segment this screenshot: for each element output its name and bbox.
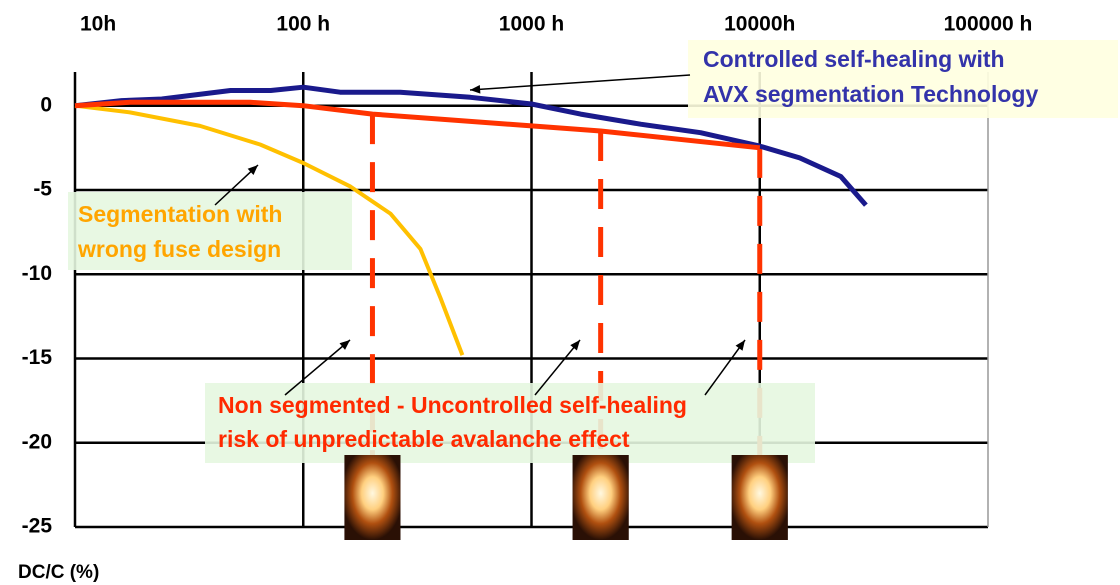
- annotation-box: [68, 192, 352, 270]
- series-line: [74, 84, 868, 207]
- explosion-glow: [572, 455, 629, 540]
- arrow-head: [570, 340, 580, 351]
- arrow-head: [470, 85, 481, 94]
- arrow-head: [735, 340, 745, 351]
- x-tick-label: 1000 h: [499, 13, 564, 36]
- x-tick-label: 100 h: [276, 13, 330, 36]
- y-tick-label: 0: [40, 93, 52, 116]
- annotation-text: AVX segmentation Technology: [703, 81, 1038, 107]
- annotation-arrow: [704, 339, 746, 396]
- y-axis-label: DC/C (%): [18, 562, 99, 583]
- arrow-head: [339, 340, 350, 350]
- explosion-glow: [344, 455, 401, 540]
- annotation-box: [688, 40, 1118, 118]
- series-line: [74, 99, 761, 151]
- x-tick-label: 10h: [80, 13, 116, 36]
- annotation-text: Segmentation with: [78, 201, 282, 227]
- x-tick-label: 10000h: [724, 13, 795, 36]
- arrow-head: [247, 165, 258, 176]
- annotation-text: Non segmented - Uncontrolled self-healin…: [218, 392, 687, 418]
- annotation-arrow: [469, 74, 691, 91]
- series-line: [74, 103, 465, 356]
- annotation-box: [205, 383, 815, 463]
- x-tick-label: 100000 h: [944, 13, 1033, 36]
- y-tick-label: -5: [33, 178, 52, 201]
- y-tick-label: -10: [22, 262, 52, 285]
- annotation-text: Controlled self-healing with: [703, 46, 1005, 72]
- annotation-text: wrong fuse design: [77, 236, 281, 262]
- explosion-glow: [731, 455, 788, 540]
- annotation-arrow: [284, 339, 351, 396]
- y-tick-label: -20: [22, 430, 52, 453]
- y-tick-label: -15: [22, 346, 53, 369]
- y-tick-label: -25: [22, 515, 53, 538]
- annotation-arrow: [534, 339, 581, 396]
- annotation-text: risk of unpredictable avalanche effect: [218, 426, 630, 452]
